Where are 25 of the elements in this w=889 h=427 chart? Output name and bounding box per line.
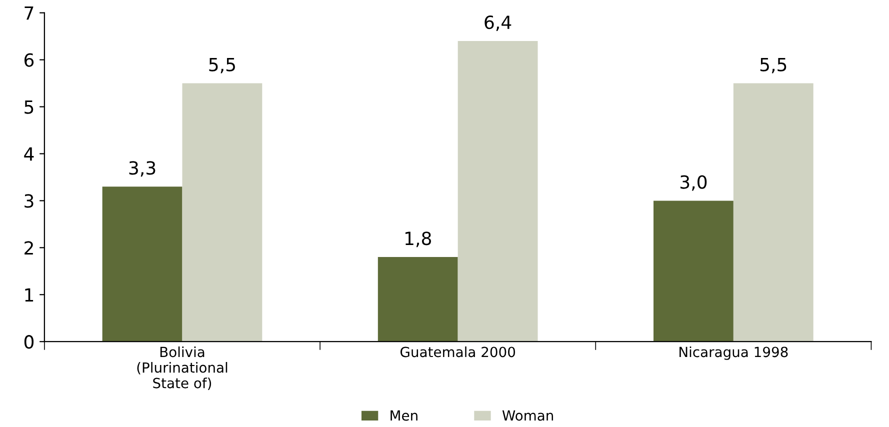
y-tick-label: 5: [24, 100, 34, 114]
legend-label: Men: [390, 410, 418, 421]
bar: [733, 83, 814, 342]
y-tick-label: 6: [24, 53, 34, 67]
y-tick-label: 1: [25, 288, 34, 302]
bar: [458, 40, 538, 342]
y-tick-label: 3: [24, 194, 34, 208]
data-label: 6,4: [484, 16, 512, 32]
bar: [182, 83, 262, 342]
y-tick-label: 4: [24, 147, 34, 161]
bar: [378, 257, 458, 342]
data-label: 3,3: [129, 161, 156, 177]
bar: [102, 186, 182, 342]
data-label: 5,5: [209, 58, 235, 74]
data-label: 5,5: [760, 58, 786, 74]
y-tick-label: 2: [24, 241, 33, 255]
x-tick-label: Nicaragua 1998: [680, 346, 788, 360]
x-tick-label: Guatemala 2000: [400, 346, 516, 358]
bar: [654, 200, 734, 342]
x-tick-label: Bolivia (Plurinational State of): [137, 346, 228, 390]
data-label: 1,8: [406, 232, 431, 248]
y-tick-label: 0: [24, 335, 34, 349]
data-label: 3,0: [680, 175, 707, 191]
legend-label: Woman: [502, 410, 554, 421]
y-tick-label: 7: [24, 6, 34, 20]
